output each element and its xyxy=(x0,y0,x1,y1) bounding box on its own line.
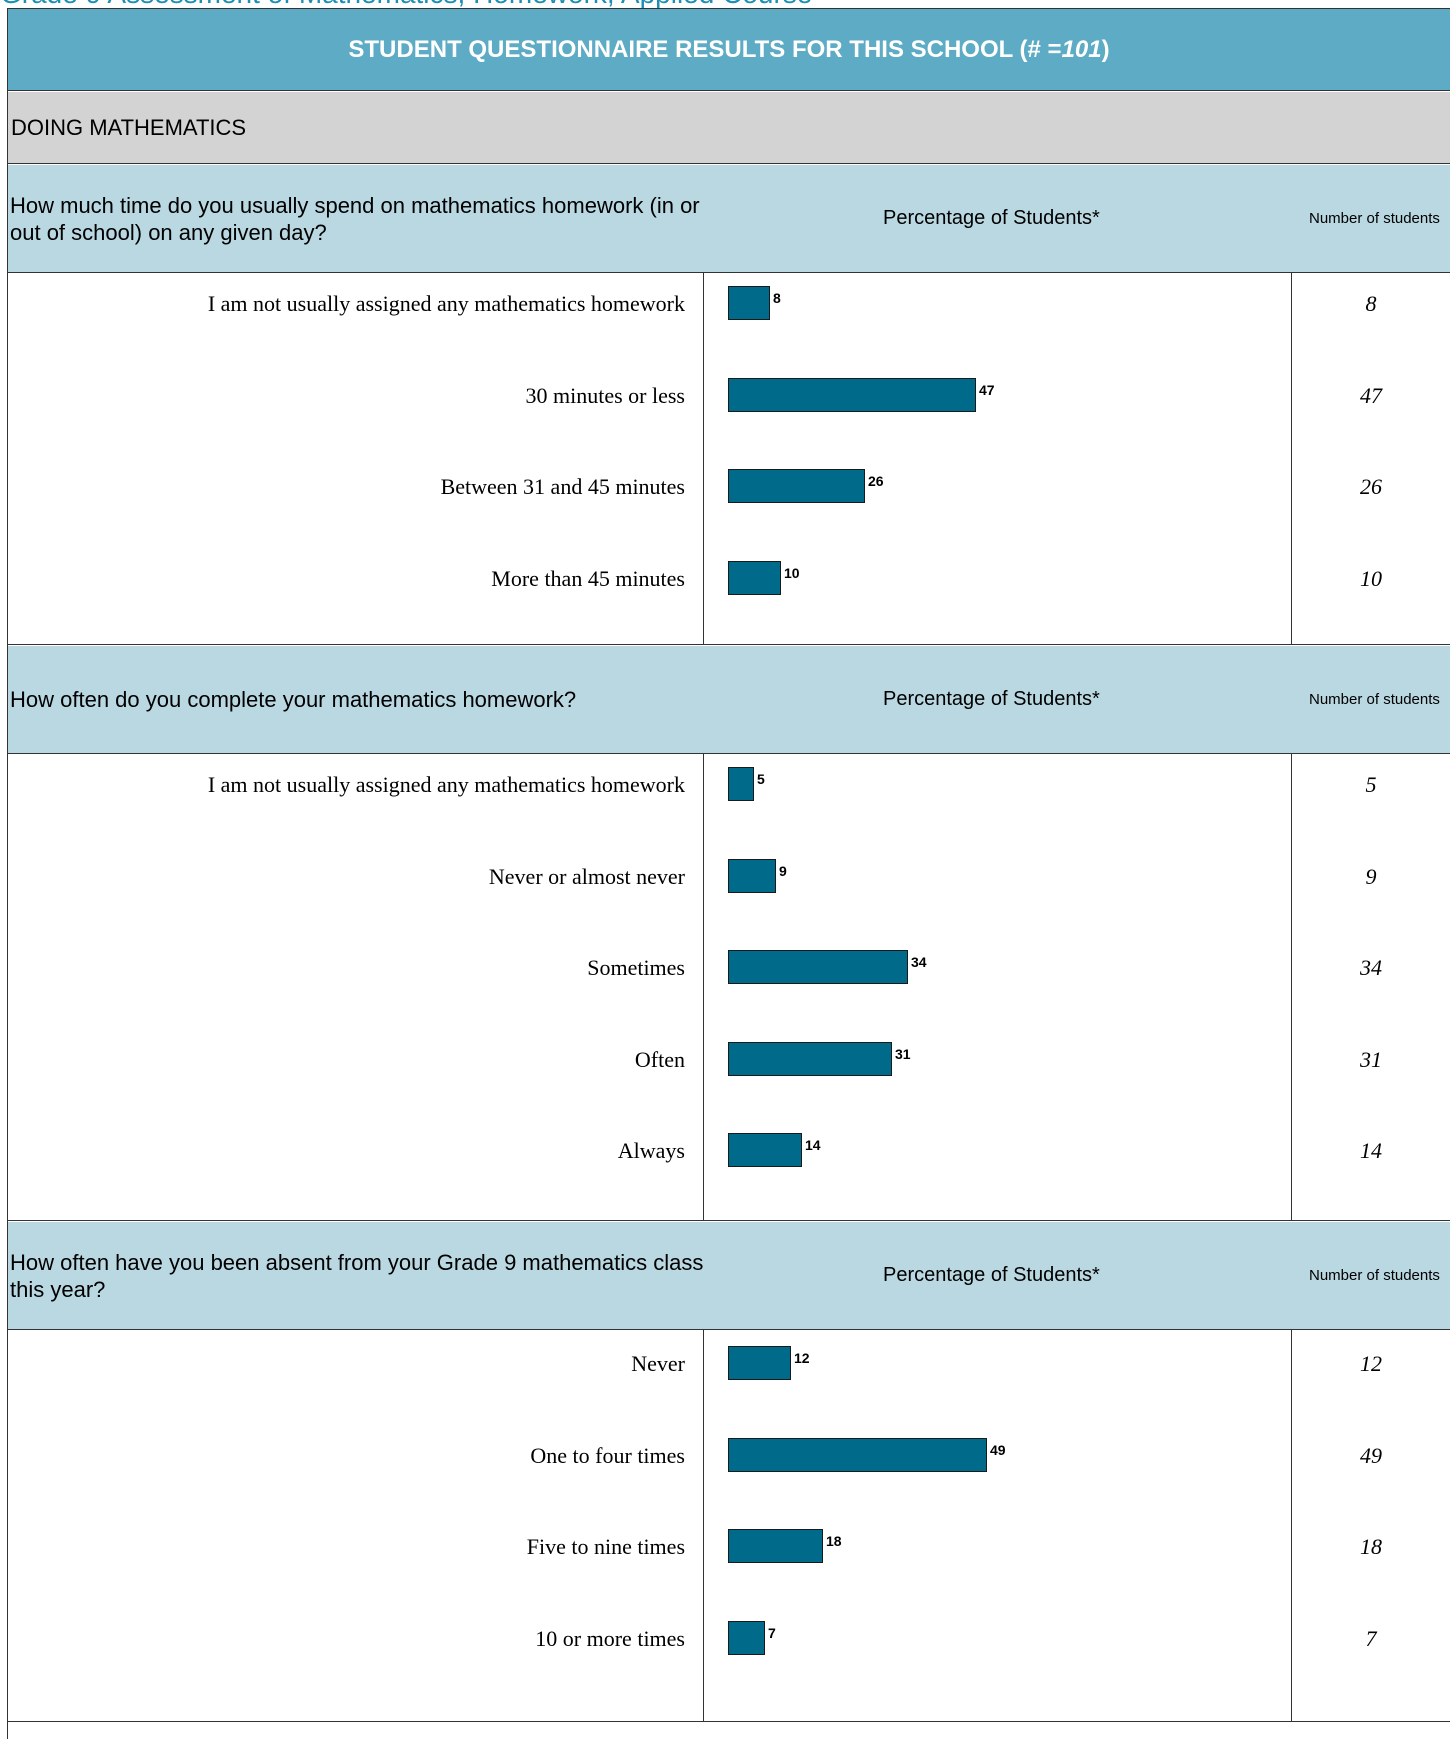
bar-value-label: 31 xyxy=(895,1045,911,1062)
column-divider xyxy=(703,273,704,644)
percentage-bar xyxy=(728,1529,823,1563)
percentage-bar xyxy=(728,767,754,801)
response-row: Often 31 31 xyxy=(8,1040,1450,1080)
response-row: 10 or more times 7 7 xyxy=(8,1619,1450,1659)
student-count-value: 10 xyxy=(1360,565,1382,591)
question-text: How often do you complete your mathemati… xyxy=(10,687,577,712)
response-label: 10 or more times xyxy=(535,1625,685,1651)
column-divider xyxy=(703,1330,704,1721)
response-label: One to four times xyxy=(530,1442,685,1468)
response-label: I am not usually assigned any mathematic… xyxy=(207,772,685,797)
student-count-value: 9 xyxy=(1365,863,1377,889)
response-label: Often xyxy=(634,1046,685,1072)
percentage-column-header: Percentage of Students* xyxy=(883,207,1100,229)
student-count-value: 8 xyxy=(1365,291,1377,316)
question-text: How often have you been absent from your… xyxy=(10,1249,704,1302)
percentage-bar xyxy=(728,1620,765,1655)
response-row: I am not usually assigned any mathematic… xyxy=(8,765,1450,805)
table-frame xyxy=(7,8,1450,1739)
response-label: I am not usually assigned any mathematic… xyxy=(207,291,685,316)
response-row: More than 45 minutes 10 10 xyxy=(8,559,1450,599)
bar-value-label: 9 xyxy=(779,862,787,879)
response-row: Never 12 12 xyxy=(8,1344,1450,1384)
response-row: 30 minutes or less 47 47 xyxy=(8,376,1450,416)
response-chart: I am not usually assigned any mathematic… xyxy=(8,754,1450,1221)
questionnaire-title: STUDENT QUESTIONNAIRE RESULTS FOR THIS S… xyxy=(8,9,1450,91)
bar-value-label: 8 xyxy=(773,290,781,306)
percentage-column-header: Percentage of Students* xyxy=(883,1264,1100,1286)
section-title: DOING MATHEMATICS xyxy=(8,92,1450,164)
response-row: One to four times 49 49 xyxy=(8,1436,1450,1476)
percentage-bar xyxy=(728,286,770,320)
bar-value-label: 49 xyxy=(990,1441,1006,1458)
student-count: 101 xyxy=(1061,35,1102,63)
count-column-header: Number of students xyxy=(1309,691,1440,708)
percentage-bar xyxy=(728,1437,987,1472)
response-chart: Never 12 12 One to four times 49 49 Five to ni… xyxy=(8,1330,1450,1722)
bar-value-label: 34 xyxy=(911,954,927,970)
bar-value-label: 12 xyxy=(794,1350,810,1366)
student-count-value: 5 xyxy=(1365,772,1377,797)
student-count-value: 47 xyxy=(1360,382,1382,408)
percentage-bar xyxy=(728,858,776,893)
question-header: How often have you been absent from your… xyxy=(8,1222,1450,1330)
count-column-header: Number of students xyxy=(1309,210,1440,227)
response-label: More than 45 minutes xyxy=(491,565,685,591)
response-row: I am not usually assigned any mathematic… xyxy=(8,284,1450,324)
bar-value-label: 18 xyxy=(826,1533,842,1549)
student-count-value: 49 xyxy=(1360,1442,1382,1468)
response-chart: I am not usually assigned any mathematic… xyxy=(8,273,1450,645)
percentage-bar xyxy=(728,560,781,595)
bar-value-label: 47 xyxy=(979,381,995,398)
percentage-bar xyxy=(728,950,908,984)
bar-value-label: 14 xyxy=(805,1137,821,1153)
column-divider xyxy=(1291,1330,1292,1721)
column-divider xyxy=(1291,754,1292,1220)
response-row: Between 31 and 45 minutes 26 26 xyxy=(8,467,1450,507)
response-row: Five to nine times 18 18 xyxy=(8,1527,1450,1567)
title-suffix: ) xyxy=(1101,35,1110,63)
percentage-bar xyxy=(728,1133,802,1167)
column-divider xyxy=(703,754,704,1220)
response-label: Between 31 and 45 minutes xyxy=(440,474,685,499)
percentage-column-header: Percentage of Students* xyxy=(883,688,1100,710)
question-header: How often do you complete your mathemati… xyxy=(8,646,1450,754)
title-prefix: STUDENT QUESTIONNAIRE RESULTS FOR THIS S… xyxy=(348,35,1062,63)
response-label: Sometimes xyxy=(587,955,685,980)
percentage-bar xyxy=(728,1346,791,1380)
student-count-value: 14 xyxy=(1360,1138,1382,1163)
column-divider xyxy=(1291,273,1292,644)
response-label: Never xyxy=(631,1351,685,1376)
bar-value-label: 10 xyxy=(784,564,800,581)
page-heading-text: Grade 9 Assessment of Mathematics, Homew… xyxy=(0,0,812,8)
student-count-value: 7 xyxy=(1365,1625,1377,1651)
response-row: Sometimes 34 34 xyxy=(8,948,1450,988)
student-count-value: 31 xyxy=(1360,1046,1382,1072)
bar-value-label: 5 xyxy=(757,771,765,787)
percentage-bar xyxy=(728,1041,892,1076)
response-row: Always 14 14 xyxy=(8,1131,1450,1171)
response-label: Never or almost never xyxy=(488,863,685,889)
response-label: Always xyxy=(617,1138,685,1163)
student-count-value: 26 xyxy=(1360,474,1382,499)
bar-value-label: 7 xyxy=(768,1624,776,1641)
percentage-bar xyxy=(728,377,976,412)
question-text: How much time do you usually spend on ma… xyxy=(10,192,700,245)
question-header: How much time do you usually spend on ma… xyxy=(8,165,1450,273)
percentage-bar xyxy=(728,469,865,503)
student-count-value: 34 xyxy=(1360,955,1382,980)
page-heading: Grade 9 Assessment of Mathematics, Homew… xyxy=(0,0,1450,8)
response-row: Never or almost never 9 9 xyxy=(8,857,1450,897)
response-label: Five to nine times xyxy=(526,1534,685,1559)
response-label: 30 minutes or less xyxy=(525,382,686,408)
count-column-header: Number of students xyxy=(1309,1267,1440,1284)
student-count-value: 18 xyxy=(1360,1534,1382,1559)
student-count-value: 12 xyxy=(1360,1351,1382,1376)
bar-value-label: 26 xyxy=(868,473,884,489)
